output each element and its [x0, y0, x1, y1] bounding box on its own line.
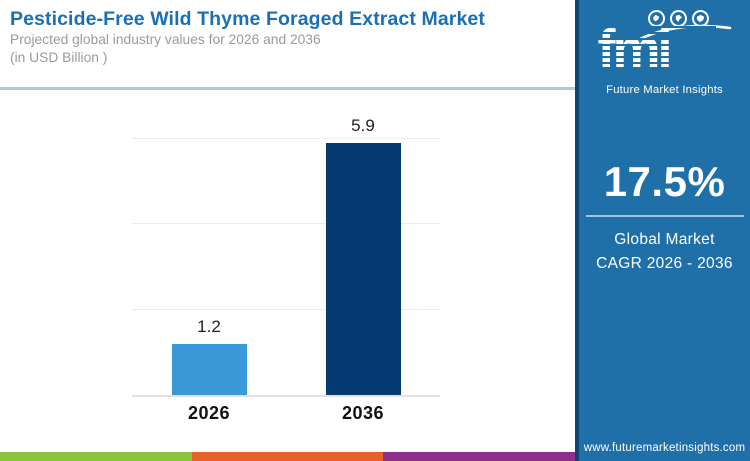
cagr-divider — [585, 215, 744, 217]
x-axis: 2026 2036 — [132, 403, 440, 424]
fmi-logo: fmi Future Market Insights — [595, 10, 732, 96]
cagr-value: 17.5% — [603, 158, 726, 205]
x-axis-label-2036: 2036 — [341, 403, 385, 423]
cagr-label: Global Market CAGR 2026 - 2036 — [579, 228, 750, 276]
x-axis-label-2026: 2026 — [187, 403, 231, 423]
stripe-segment-3 — [383, 452, 576, 461]
chart-panel: Pesticide-Free Wild Thyme Foraged Extrac… — [0, 0, 576, 461]
bar-2026 — [171, 343, 247, 395]
cagr-label-line2: CAGR 2026 - 2036 — [596, 255, 733, 273]
bar-value-label: 5.9 — [351, 116, 375, 136]
gridline — [132, 308, 440, 310]
asia-map-icon — [669, 10, 687, 27]
plot-area: 1.2 5.9 — [132, 90, 440, 397]
chart-subtitle-line1: Projected global industry values for 202… — [10, 32, 321, 48]
cagr-block: 17.5% Global Market CAGR 2026 - 2036 — [579, 158, 750, 276]
cagr-label-line1: Global Market — [614, 231, 715, 248]
stripe-segment-1 — [0, 452, 192, 461]
logo-tagline: Future Market Insights — [606, 84, 723, 96]
header: Pesticide-Free Wild Thyme Foraged Extrac… — [0, 0, 575, 90]
gridline — [132, 223, 440, 225]
bar-2036 — [325, 143, 401, 395]
website-url[interactable]: www.futuremarketinsights.com — [583, 442, 746, 454]
chart-subtitle-line2: (in USD Billion ) — [10, 49, 108, 65]
footer-color-stripe — [0, 452, 576, 461]
page-title: Pesticide-Free Wild Thyme Foraged Extrac… — [10, 8, 485, 30]
logo-text: fmi — [597, 19, 673, 79]
brand-sidebar: fmi Future Market Insights 17.5% Global … — [575, 0, 750, 461]
gridline — [132, 138, 440, 140]
bar-chart: 1.2 5.9 2026 2036 — [132, 90, 440, 424]
bar-group-2036: 5.9 — [286, 90, 440, 395]
globe-icon — [691, 10, 709, 27]
bar-group-2026: 1.2 — [132, 90, 286, 395]
bar-value-label: 1.2 — [197, 316, 221, 336]
stripe-segment-2 — [191, 452, 384, 461]
